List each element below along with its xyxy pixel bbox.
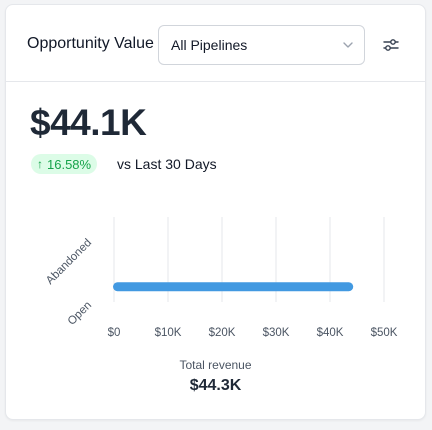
change-badge: ↑ 16.58%	[31, 154, 98, 174]
x-tick-label: $10K	[155, 327, 182, 339]
x-tick-label: $0	[108, 327, 121, 339]
total-revenue-value: $44.3K	[189, 377, 242, 394]
comparison-text: vs Last 30 Days	[117, 156, 217, 172]
opportunity-total-value: $44.1K	[30, 102, 147, 143]
x-tick-label: $40K	[317, 327, 344, 339]
bar-open	[113, 282, 354, 292]
card-title: Opportunity Value	[27, 35, 154, 52]
sliders-icon[interactable]	[379, 33, 403, 57]
x-tick-label: $20K	[209, 327, 236, 339]
change-percent: 16.58%	[47, 156, 92, 172]
total-revenue-label: Total revenue	[179, 358, 252, 372]
x-tick-label: $30K	[263, 327, 290, 339]
arrow-up-icon: ↑	[37, 157, 43, 171]
y-category-label: Open	[66, 299, 94, 327]
opportunity-value-card: Opportunity Value All Pipelines $44.1K ↑…	[5, 4, 426, 420]
pipeline-select[interactable]: All Pipelines	[158, 25, 365, 65]
card-header: Opportunity Value All Pipelines	[6, 5, 425, 82]
chevron-down-icon	[343, 42, 353, 48]
horizontal-bar-chart: $0 $10K $20K $30K $40K $50K Abandoned Open	[44, 217, 398, 339]
y-category-label: Abandoned	[44, 237, 94, 287]
x-tick-label: $50K	[371, 327, 398, 339]
pipeline-select-value: All Pipelines	[171, 37, 248, 53]
